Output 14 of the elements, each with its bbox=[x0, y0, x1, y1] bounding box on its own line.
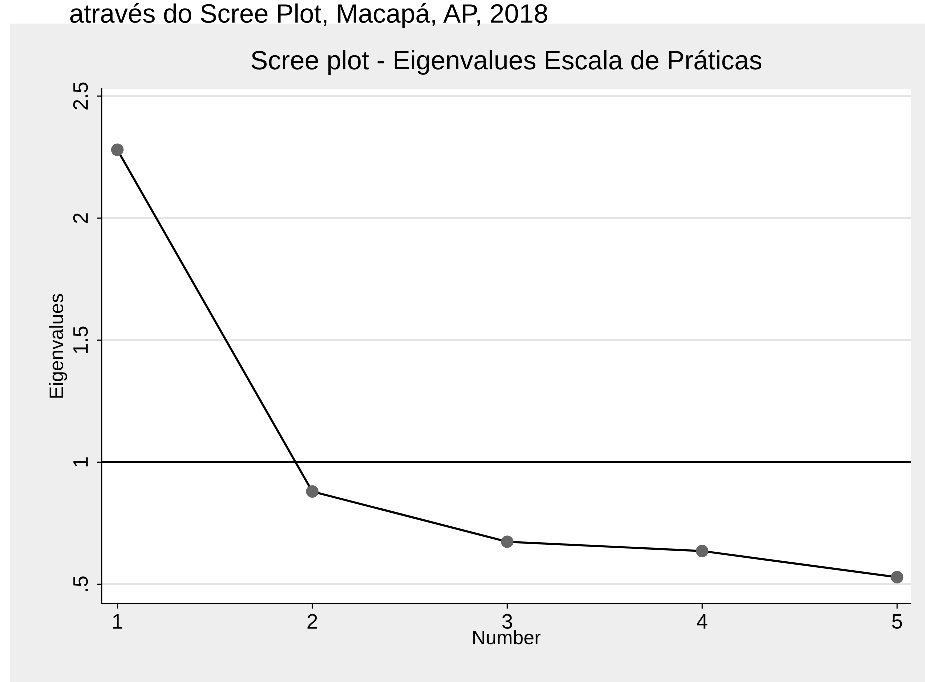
x-axis-title: Number bbox=[474, 630, 541, 645]
text: através do Scree Plot, Macapá, AP, 2018 bbox=[70, 3, 548, 28]
x-tick-label: 2 bbox=[308, 614, 318, 629]
y-tick-label: .5 bbox=[74, 576, 88, 592]
x-tick-label: 4 bbox=[697, 614, 708, 629]
y-tick-label: 2.5 bbox=[73, 82, 88, 110]
y-axis-title: Eigenvalues bbox=[49, 294, 68, 398]
y-tick-label: 1 bbox=[74, 458, 88, 467]
x-tick-label: 5 bbox=[892, 614, 902, 630]
x-tick-label: 1 bbox=[113, 614, 122, 629]
y-tick-label: 2 bbox=[73, 214, 88, 224]
chart-title: Scree plot - Eigenvalues Escala de Práticas bbox=[252, 50, 762, 76]
x-tick-label: 3 bbox=[502, 614, 512, 630]
y-tick-label: 1.5 bbox=[74, 326, 88, 354]
